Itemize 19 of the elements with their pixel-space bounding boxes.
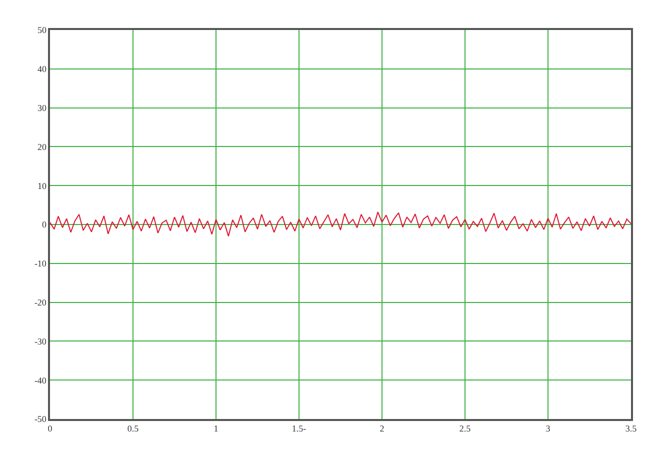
y-tick-label: -30 — [34, 336, 47, 346]
line-series — [50, 212, 631, 237]
y-tick-label: -40 — [34, 375, 47, 386]
x-tick-label: 0.5 — [127, 424, 140, 434]
x-tick-label: 2.5 — [459, 424, 472, 434]
x-tick-label: 1 — [214, 424, 218, 434]
y-tick-label: -20 — [34, 297, 47, 308]
x-tick-label: 3 — [546, 424, 551, 434]
x-tick-label: 2 — [380, 424, 384, 434]
y-tick-label: 0 — [42, 220, 47, 230]
y-tick-label: 10 — [37, 180, 47, 191]
x-tick-label: 3.5 — [625, 424, 638, 434]
y-tick-label: 20 — [37, 142, 47, 152]
y-tick-label: -50 — [34, 414, 47, 424]
x-tick-label: 1.5- — [292, 424, 306, 434]
y-tick-label: 50 — [37, 25, 47, 36]
y-tick-label: -10 — [34, 258, 47, 269]
y-tick-label: 40 — [37, 64, 47, 74]
y-tick-label: 30 — [37, 102, 47, 113]
